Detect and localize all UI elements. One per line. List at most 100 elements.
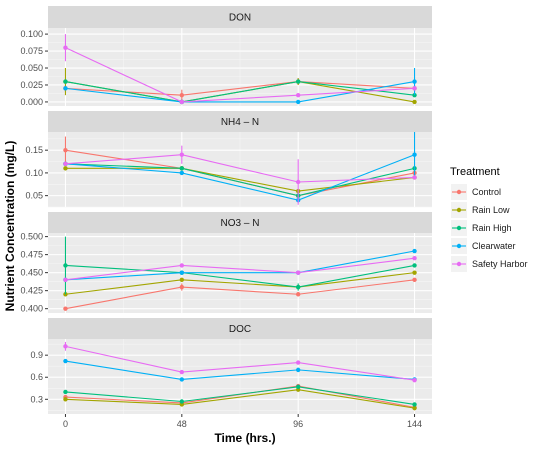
- data-point: [63, 344, 68, 349]
- panel-strip: [48, 111, 432, 132]
- legend-label: Rain High: [472, 223, 512, 233]
- y-axis-title: Nutrient Concentration (mg/L): [3, 141, 17, 312]
- data-point: [295, 384, 301, 389]
- data-point: [295, 292, 301, 297]
- y-tick-label: 0.025: [20, 80, 43, 90]
- data-point: [179, 284, 185, 290]
- data-point: [179, 170, 185, 176]
- data-point: [179, 277, 185, 283]
- data-point: [63, 86, 68, 91]
- series-line: [65, 386, 415, 405]
- data-point: [179, 377, 185, 382]
- data-point: [412, 405, 417, 411]
- data-point: [295, 367, 301, 373]
- y-tick-label: 0.400: [20, 304, 43, 314]
- legend: Treatment Control Rain Low Rain High Clearw…: [450, 166, 528, 272]
- y-tick-label: 0.10: [25, 168, 43, 178]
- panel-strip: [48, 212, 432, 233]
- panel-strip-title: DOC: [229, 324, 251, 335]
- legend-label: Safety Harbor: [472, 259, 528, 269]
- series-line: [65, 257, 415, 281]
- legend-key-point: [456, 243, 462, 249]
- data-point: [412, 152, 417, 157]
- data-point: [63, 358, 68, 364]
- data-point: [179, 399, 185, 404]
- series-line: [65, 47, 415, 103]
- y-tick-label: 0.000: [20, 97, 43, 107]
- data-point: [63, 389, 68, 395]
- data-point: [412, 270, 417, 275]
- panel-nh4-n: NH4 – N 0.05 0.10 0.15: [25, 111, 432, 208]
- data-point: [295, 284, 301, 290]
- series-safety-harbor: [63, 34, 417, 105]
- series-rain-low: [63, 387, 417, 411]
- panel-strip-title: NH4 – N: [221, 117, 259, 128]
- data-point: [412, 263, 417, 268]
- legend-entry-safety-harbor: Safety Harbor: [451, 256, 528, 272]
- data-point: [63, 161, 68, 167]
- data-point: [412, 256, 417, 261]
- x-axis-title: Time (hrs.): [214, 431, 275, 445]
- legend-key-point: [456, 189, 462, 195]
- data-point: [63, 263, 68, 268]
- data-point: [63, 147, 68, 153]
- data-point: [179, 166, 185, 171]
- data-point: [179, 92, 185, 98]
- y-tick-label: 0.100: [20, 29, 43, 39]
- y-tick-label: 0.15: [25, 145, 43, 155]
- x-tick-label: 144: [407, 419, 422, 429]
- series-line: [65, 345, 415, 381]
- data-point: [295, 179, 301, 185]
- series-line: [65, 81, 415, 103]
- y-tick-label: 0.050: [20, 63, 43, 73]
- panel-strip: [48, 6, 432, 28]
- legend-entry-rain-low: Rain Low: [451, 202, 510, 218]
- data-point: [295, 92, 301, 98]
- data-point: [412, 248, 417, 254]
- series-safety-harbor: [63, 341, 417, 383]
- panel-strip: [48, 318, 432, 339]
- data-point: [295, 270, 301, 275]
- panel-don: DON 0.000 0.025 0.050 0.075 0.100: [20, 6, 432, 107]
- series-line: [65, 279, 415, 310]
- data-point: [412, 402, 417, 407]
- data-point: [295, 79, 301, 84]
- legend-key-point: [456, 207, 462, 213]
- data-point: [179, 263, 185, 268]
- series-line: [65, 250, 415, 281]
- legend-label: Control: [472, 187, 501, 197]
- data-point: [295, 360, 301, 365]
- data-point: [63, 45, 68, 50]
- data-point: [412, 377, 417, 383]
- y-tick-label: 0.6: [30, 372, 43, 382]
- y-tick-label: 0.075: [20, 46, 43, 56]
- legend-title: Treatment: [450, 166, 500, 178]
- panel-no3-n: NO3 – N 0.400 0.425 0.450 0.475 0.500: [20, 212, 432, 314]
- series-line: [65, 264, 415, 288]
- y-tick-label: 0.500: [20, 232, 43, 242]
- legend-entry-clearwater: Clearwater: [451, 238, 516, 254]
- data-point: [63, 79, 68, 84]
- data-point: [412, 79, 417, 84]
- panel-strip-title: NO3 – N: [221, 218, 260, 229]
- x-tick-label: 48: [177, 419, 187, 429]
- panel-doc: DOC 0.3 0.6 0.9: [30, 318, 432, 414]
- data-point: [179, 99, 185, 105]
- data-point: [412, 175, 417, 180]
- legend-label: Rain Low: [472, 205, 510, 215]
- series-rain-high: [63, 384, 417, 407]
- y-tick-label: 0.05: [25, 191, 43, 201]
- series-line: [65, 272, 415, 295]
- series-safety-harbor: [63, 145, 417, 205]
- data-point: [179, 270, 185, 275]
- series-control: [63, 277, 417, 311]
- x-axis: 0 48 96 144: [63, 414, 422, 429]
- data-point: [412, 277, 417, 283]
- series-line: [65, 360, 415, 380]
- data-point: [179, 369, 185, 375]
- data-point: [63, 277, 68, 283]
- y-tick-label: 0.3: [30, 394, 43, 404]
- legend-label: Clearwater: [472, 241, 516, 251]
- series-line: [65, 163, 415, 197]
